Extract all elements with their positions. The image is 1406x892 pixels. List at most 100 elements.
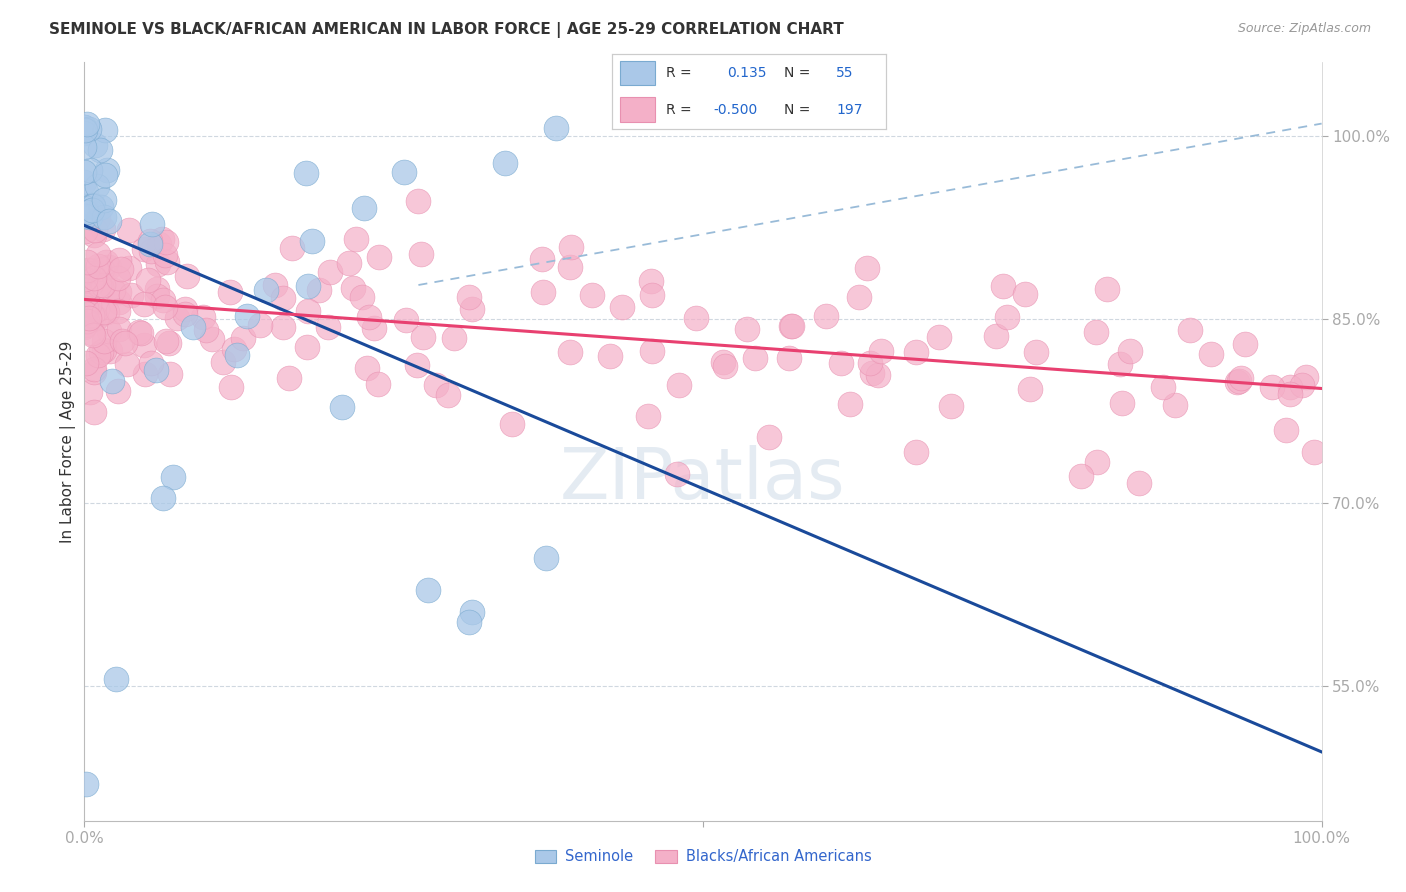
Point: [118, 223, 141, 237]
Point: [157, 336, 180, 351]
Point: [344, 232, 367, 246]
Point: [457, 134, 479, 148]
Point: [367, 250, 389, 264]
Point: [263, 277, 285, 292]
Text: 197: 197: [837, 103, 863, 117]
Point: [1070, 468, 1092, 483]
Point: [254, 634, 277, 648]
Point: [173, 307, 195, 321]
Point: [111, 334, 134, 349]
Point: [666, 467, 689, 481]
Point: [87, 259, 110, 273]
Point: [107, 294, 129, 309]
Point: [76, 356, 98, 370]
Point: [83, 271, 105, 285]
Point: [73, 120, 96, 135]
Text: N =: N =: [785, 103, 811, 117]
Point: [558, 260, 581, 274]
Point: [641, 343, 664, 358]
Point: [134, 367, 156, 381]
Point: [1164, 398, 1187, 412]
Point: [75, 265, 97, 279]
Point: [316, 320, 339, 334]
Point: [83, 365, 105, 379]
Point: [152, 589, 174, 603]
Point: [904, 345, 927, 359]
Point: [1275, 423, 1298, 437]
Point: [155, 235, 177, 249]
Point: [73, 117, 96, 131]
Point: [77, 310, 100, 325]
Point: [156, 254, 179, 268]
Point: [494, 182, 516, 196]
Point: [1261, 380, 1284, 394]
Point: [73, 214, 96, 228]
Point: [107, 384, 129, 398]
Legend: Seminole, Blacks/African Americans: Seminole, Blacks/African Americans: [529, 844, 877, 871]
Point: [219, 380, 242, 394]
Point: [86, 138, 108, 153]
Point: [87, 247, 110, 261]
Point: [984, 329, 1007, 343]
Point: [93, 210, 115, 224]
Point: [1302, 445, 1324, 459]
Text: 0.135: 0.135: [727, 66, 766, 80]
Point: [744, 351, 766, 365]
Point: [870, 343, 893, 358]
Point: [236, 268, 259, 282]
Point: [118, 260, 141, 275]
Point: [87, 348, 110, 362]
Point: [94, 169, 117, 183]
Point: [86, 310, 108, 325]
Point: [457, 290, 479, 304]
Point: [82, 326, 104, 340]
Point: [146, 289, 169, 303]
Point: [714, 359, 737, 373]
Point: [110, 261, 132, 276]
Point: [219, 285, 242, 300]
Point: [141, 213, 163, 227]
Point: [191, 310, 214, 325]
Point: [73, 204, 96, 219]
Point: [73, 127, 96, 141]
Point: [905, 444, 928, 458]
Point: [1108, 358, 1130, 372]
Point: [91, 262, 114, 277]
Text: 55: 55: [837, 66, 853, 80]
Point: [866, 368, 889, 382]
Point: [412, 330, 434, 344]
Point: [83, 227, 105, 242]
Point: [758, 430, 780, 444]
Point: [425, 378, 447, 392]
Text: ZIPatlas: ZIPatlas: [560, 445, 846, 514]
Point: [73, 320, 96, 334]
Point: [82, 198, 104, 212]
Point: [295, 340, 318, 354]
Point: [76, 294, 98, 309]
Point: [90, 344, 112, 359]
Point: [129, 326, 152, 340]
Point: [640, 274, 662, 288]
Point: [1152, 380, 1174, 394]
Point: [82, 309, 104, 323]
Point: [98, 343, 121, 358]
Point: [560, 240, 582, 254]
Point: [501, 417, 523, 431]
Point: [195, 322, 218, 336]
Text: R =: R =: [666, 66, 692, 80]
Point: [848, 289, 870, 303]
Point: [105, 557, 128, 571]
Point: [79, 164, 101, 178]
Point: [84, 310, 107, 325]
Point: [342, 281, 364, 295]
Point: [107, 252, 129, 267]
Point: [145, 186, 167, 200]
Point: [436, 388, 458, 402]
Point: [141, 244, 163, 258]
Point: [406, 194, 429, 208]
Y-axis label: In Labor Force | Age 25-29: In Labor Force | Age 25-29: [60, 341, 76, 542]
Point: [1025, 345, 1047, 359]
Point: [132, 297, 155, 311]
Point: [93, 201, 115, 215]
Point: [73, 200, 96, 214]
